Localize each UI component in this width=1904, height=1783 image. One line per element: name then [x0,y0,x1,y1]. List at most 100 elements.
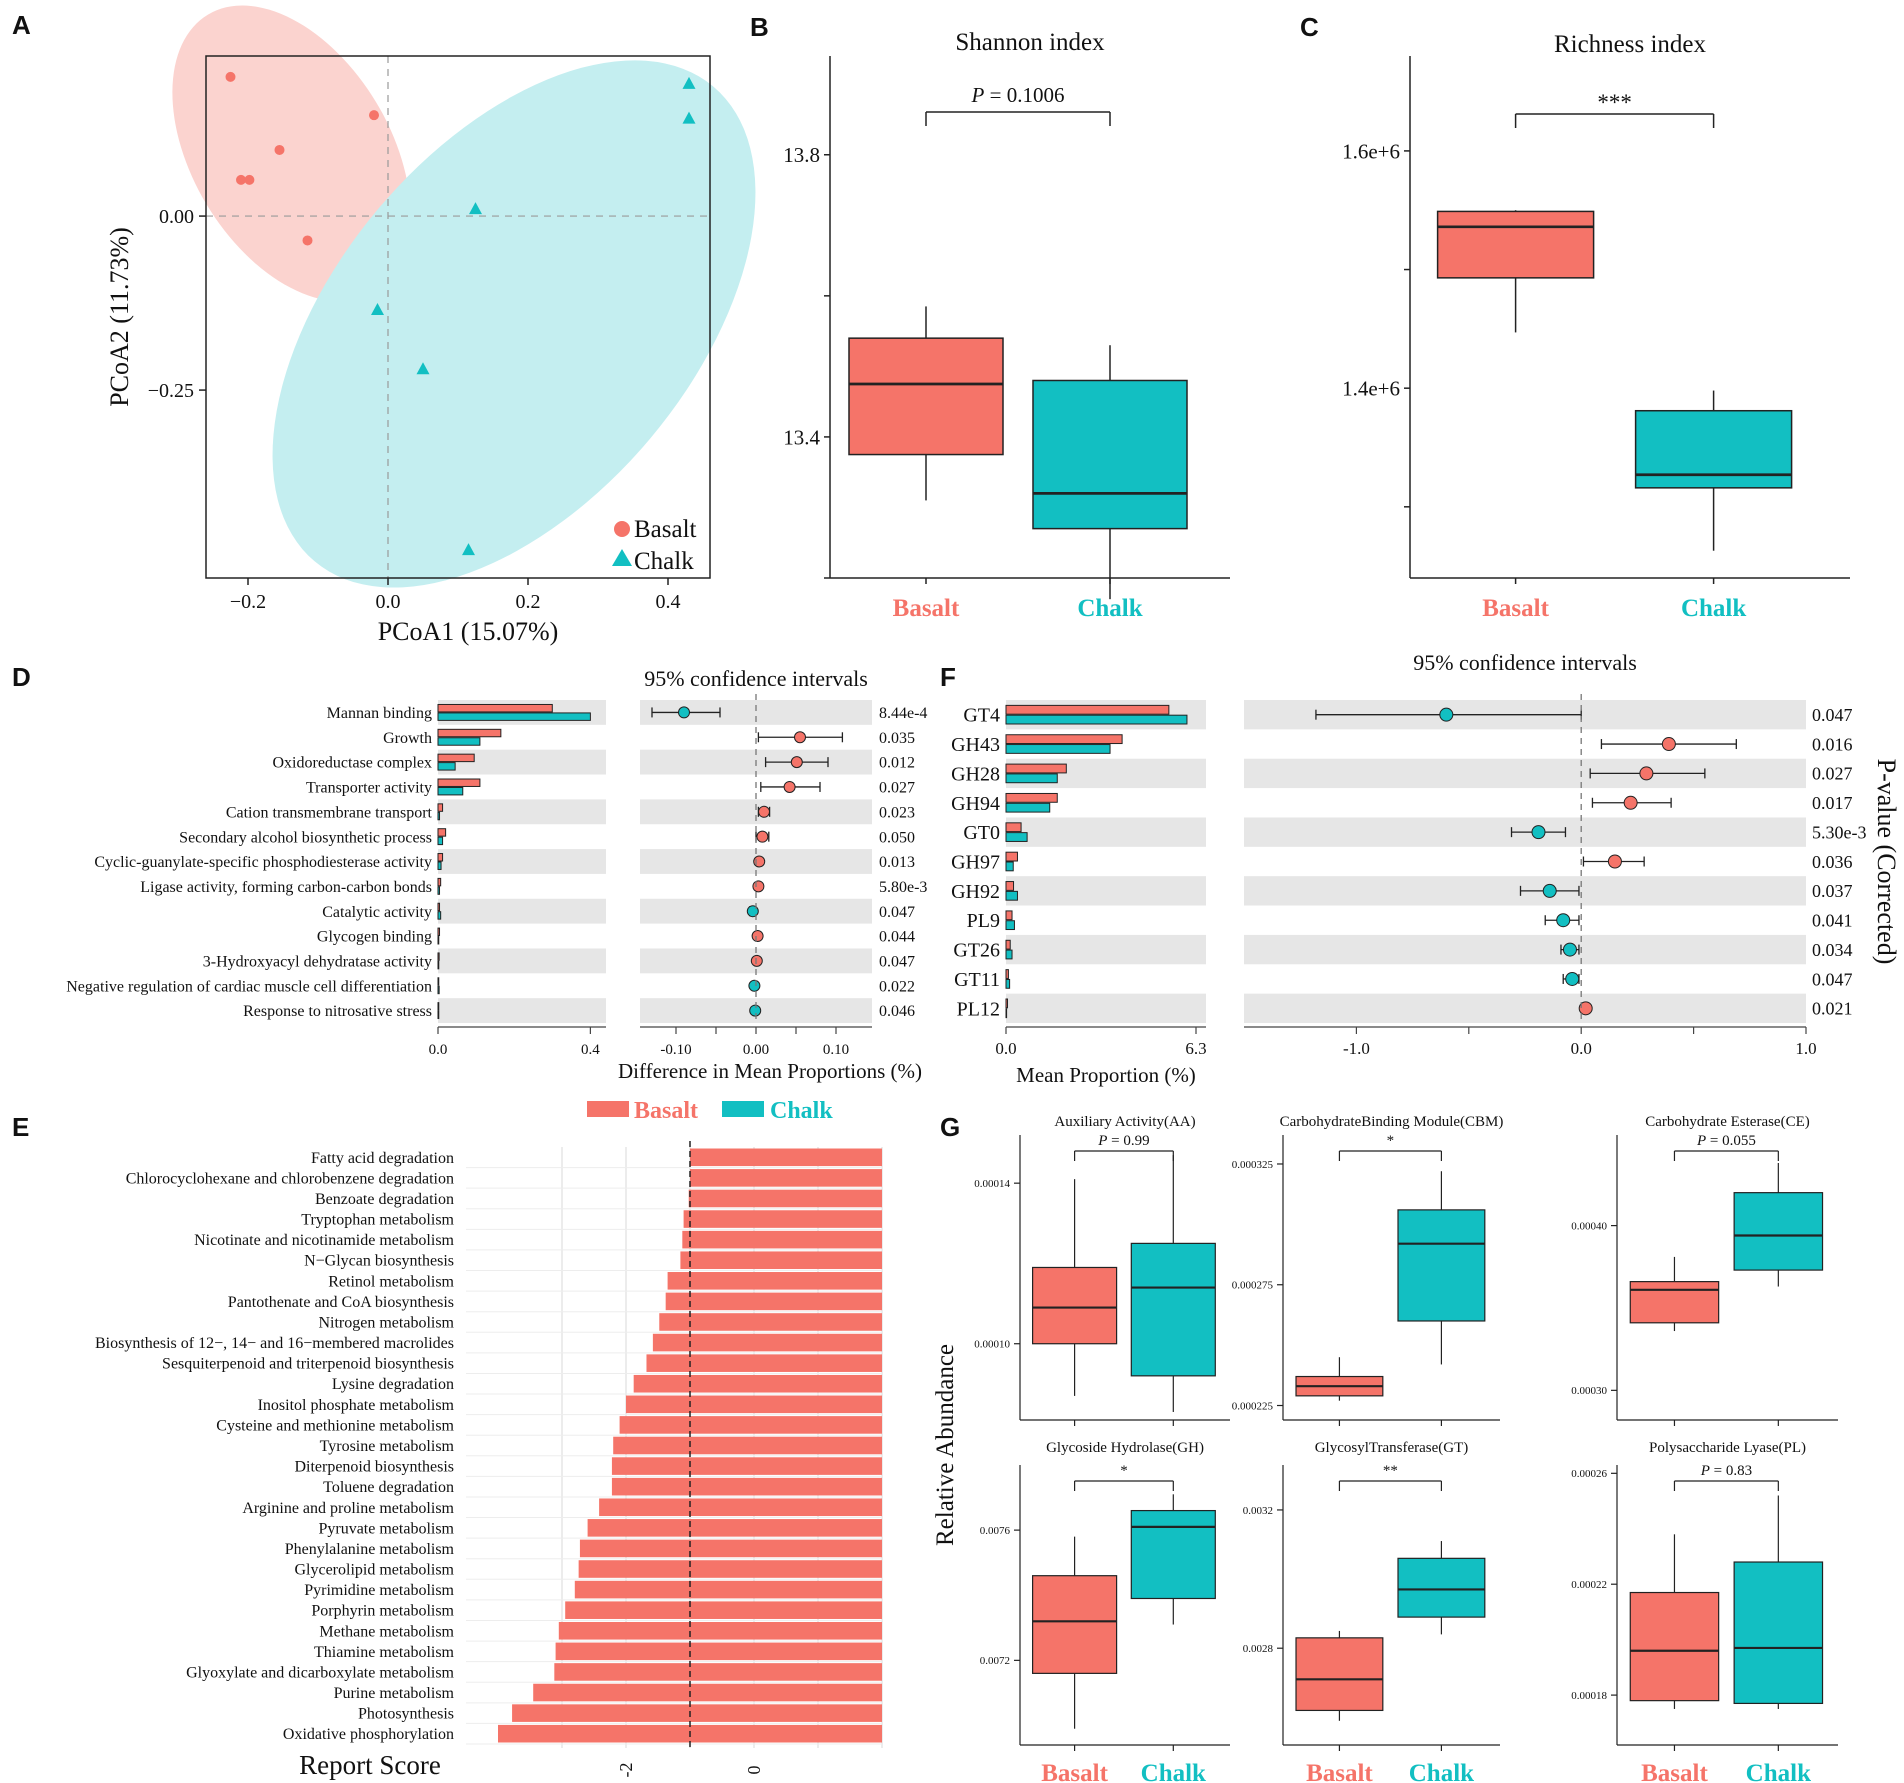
box-basalt [1031,1266,1118,1345]
y-tick-label: 0.00 [159,206,194,228]
y-tick-label: 0.0032 [1243,1505,1273,1517]
box-basalt [1031,1575,1118,1674]
basalt-point [274,144,285,155]
pathway-label: Cysteine and methionine metabolism [216,1417,454,1434]
row-band [438,700,606,725]
row-band [1244,758,1806,789]
panel-letter-e: E [12,1112,29,1142]
mean-bar-chalk [1005,773,1058,784]
mean-bar-chalk [437,836,444,846]
pathway-label: Tyrosine metabolism [320,1438,455,1455]
y-tick-label: 0.000325 [1232,1159,1274,1171]
pathway-label: Chlorocyclohexane and chlorobenzene degr… [126,1170,454,1187]
y-tick-label: 0.00022 [1571,1579,1607,1591]
y-tick-label: 0.00018 [1571,1690,1607,1702]
mean-diff-point [794,731,806,744]
p-symbol: P [1097,1133,1107,1149]
box-chalk [1733,1192,1824,1271]
report-score-bar [665,1292,882,1311]
category-label-chalk: Chalk [1746,1760,1811,1783]
significance-annotation: P = 0.1006 [971,83,1065,107]
box-chalk [1130,1509,1216,1600]
mean-diff-point [1542,883,1557,898]
p-value: = 0.83 [1710,1463,1752,1479]
row-label: GT11 [954,969,1000,991]
p-value-label: 0.047 [879,904,915,921]
box-basalt [848,337,1004,456]
row-label: Oxidoreductase complex [273,755,433,772]
mean-bar-basalt [1005,704,1170,715]
mean-bar-basalt [1005,969,1009,979]
mean-diff-point [752,880,765,893]
category-label-basalt: Basalt [1306,1760,1373,1783]
mean-bar-chalk [437,1010,440,1020]
box-basalt [1629,1281,1720,1324]
pathway-label: Purine metabolism [334,1685,455,1702]
p-value-label: 0.012 [879,755,915,772]
y-axis-label: Relative Abundance [932,1344,959,1546]
p-value: = 0.99 [1107,1133,1149,1149]
mean-diff-point [790,756,803,769]
mean-bar-basalt [437,902,441,912]
row-label: Secondary alcohol biosynthetic process [179,829,432,846]
mean-diff-point [1578,1001,1593,1016]
panel-letter-c: C [1300,12,1319,42]
p-value-label: 8.44e-4 [879,705,927,722]
row-label: Cation transmembrane transport [226,804,433,821]
p-value-label: 0.016 [1812,734,1853,754]
panel-d: Mannan binding 8.44e-4 Growth 0.035 Oxidored… [66,666,927,1083]
legend-chalk-label: Chalk [770,1098,833,1124]
right-x-tick-label: -1.0 [1343,1039,1370,1058]
p-value-axis-label: P-value (Corrected) [1872,759,1901,965]
chalk-point [462,543,475,556]
mean-bar-chalk [437,985,440,995]
box-plot-title: Shannon index [955,29,1105,56]
mean-diff-point [756,830,769,843]
p-value-label: 0.037 [1812,881,1853,901]
chalk-point [469,202,482,215]
x-axis-label: Report Score [299,1750,441,1780]
report-score-bar [690,1169,882,1187]
p-symbol: P [1700,1463,1710,1479]
category-label-chalk: Chalk [1077,595,1142,622]
row-band [1006,934,1206,965]
ci-title: 95% confidence intervals [1413,650,1637,675]
report-score-bar [554,1663,882,1681]
mean-bar-basalt [437,703,553,713]
mean-bar-chalk [437,936,440,945]
y-tick-label: 0.00010 [974,1339,1010,1351]
pathway-label: Pyruvate metabolism [318,1520,454,1537]
row-label: 3-Hydroxyacyl dehydratase activity [203,953,432,970]
box-plot-title: CarbohydrateBinding Module(CBM) [1280,1114,1504,1130]
row-label: Catalytic activity [322,904,432,921]
y-tick-label: 0.00030 [1571,1385,1607,1397]
report-score-bar [587,1519,882,1537]
right-x-tick-label: -0.10 [660,1042,691,1058]
mean-diff-point [758,805,770,818]
mean-bar-chalk [1005,832,1028,842]
x-tick-label: −0.2 [230,591,266,613]
right-x-tick-label: 1.0 [1795,1039,1816,1058]
report-score-bar [688,1189,882,1208]
plot-frame [205,55,711,579]
p-value-label: 0.034 [1812,940,1853,960]
y-tick-label: 0.0072 [980,1655,1010,1667]
p-symbol: P [971,83,985,107]
p-value-label: 0.036 [1812,852,1853,872]
row-label: PL9 [967,910,1000,932]
p-value-label: 0.047 [1812,705,1853,725]
panel-letter-d: D [12,662,31,692]
mean-bar-chalk [1005,978,1011,989]
row-label: Ligase activity, forming carbon-carbon b… [140,879,432,896]
y-tick-label: 0.000225 [1232,1400,1274,1412]
pathway-label: Pyrimidine metabolism [304,1582,454,1599]
legend-basalt-swatch [587,1101,629,1117]
y-tick-label: 0.00040 [1571,1220,1607,1232]
panel-letter-b: B [750,12,769,42]
mean-diff-point [678,706,690,719]
pathway-label: Inositol phosphate metabolism [258,1397,455,1414]
y-tick-label: 1.6e+6 [1342,139,1400,163]
category-label-basalt: Basalt [893,595,960,622]
mean-bar-basalt [437,927,441,937]
row-label: Growth [383,730,432,747]
